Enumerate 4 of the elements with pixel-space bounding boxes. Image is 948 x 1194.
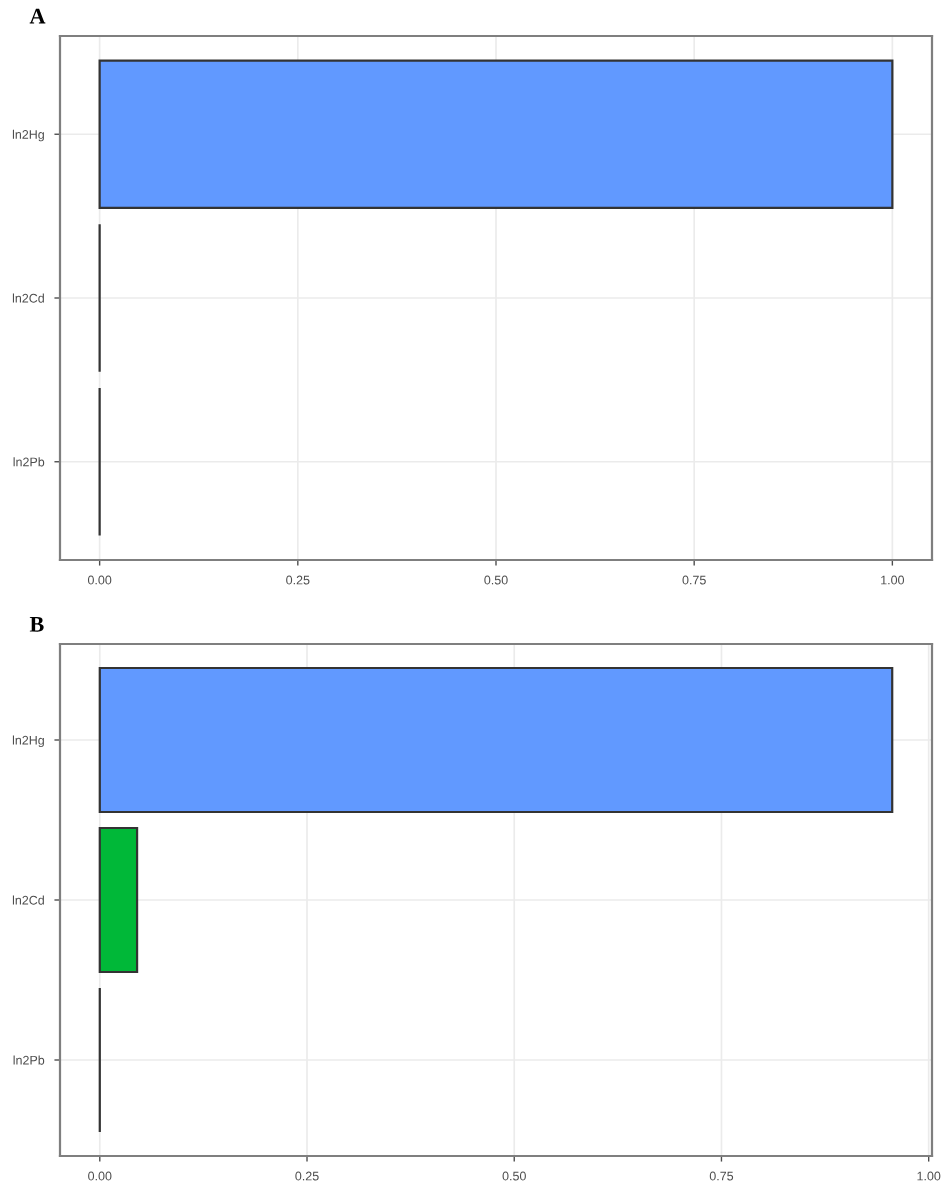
chart-title: B <box>29 617 44 632</box>
bar <box>98 826 139 974</box>
bar <box>98 666 894 814</box>
chart-title: A <box>29 8 46 24</box>
